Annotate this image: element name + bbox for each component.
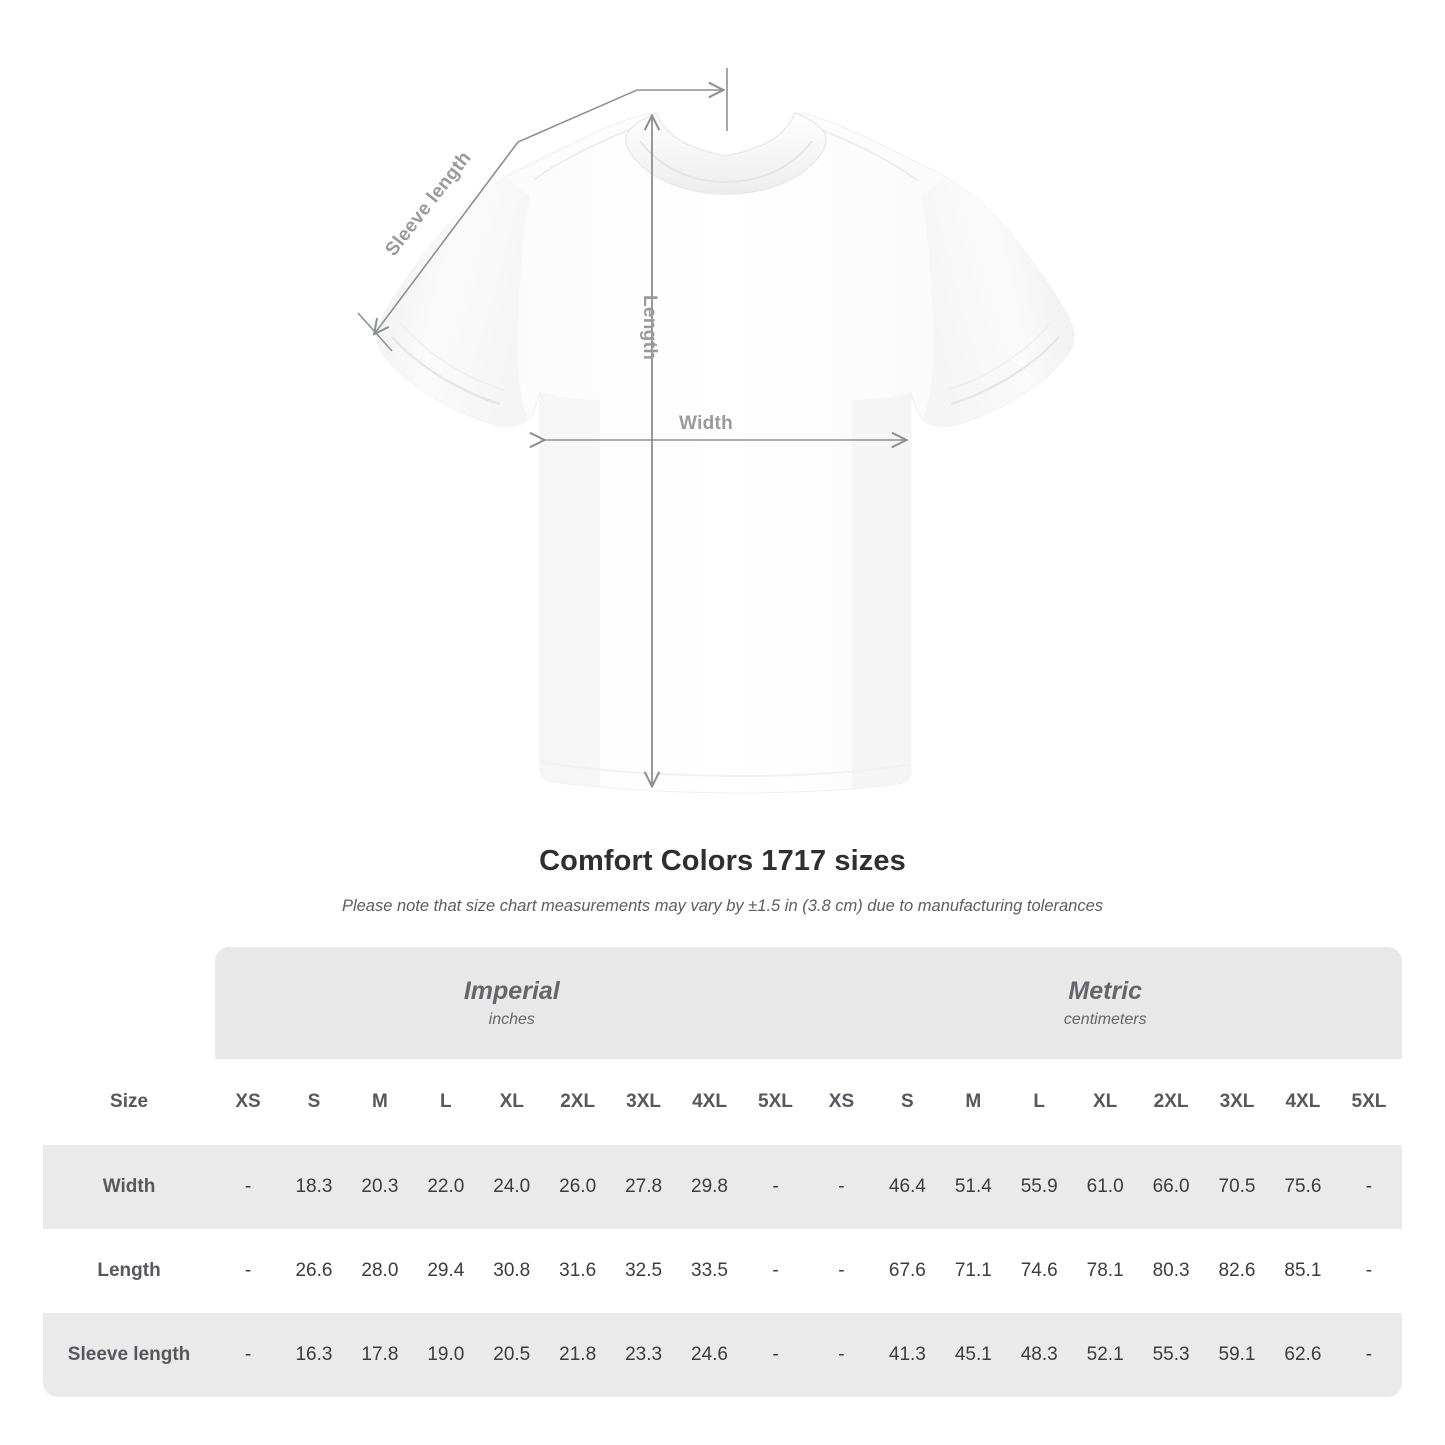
- measurement-cell: 46.4: [874, 1145, 941, 1229]
- unit-name: Metric: [1068, 976, 1143, 1005]
- size-header-cell: S: [874, 1059, 941, 1145]
- row-label: Sleeve length: [43, 1313, 216, 1397]
- measurement-cell: 62.6: [1269, 1313, 1336, 1397]
- measurement-cell: 29.4: [412, 1229, 479, 1313]
- measurement-cell: 17.8: [346, 1313, 413, 1397]
- measurement-cell: 85.1: [1269, 1229, 1336, 1313]
- measurement-cell: 26.6: [281, 1229, 347, 1313]
- table-row: Width -18.3 20.3 22.0 24.0 26.0 27.8 29.8- -46.4…: [43, 1145, 1402, 1229]
- size-header-cell: 3XL: [610, 1059, 677, 1145]
- measurement-cell: -: [215, 1229, 282, 1313]
- measurement-cell: 30.8: [478, 1229, 545, 1313]
- size-header-cell: 2XL: [1138, 1059, 1205, 1145]
- measurement-cell: 59.1: [1204, 1313, 1270, 1397]
- size-header-cell: L: [412, 1059, 479, 1145]
- measurement-cell: 80.3: [1138, 1229, 1205, 1313]
- measurement-cell: 32.5: [610, 1229, 677, 1313]
- measurement-cell: -: [215, 1313, 282, 1397]
- measurement-cell: 28.0: [346, 1229, 413, 1313]
- measurement-cell: -: [1335, 1313, 1402, 1397]
- measurement-cell: -: [742, 1313, 809, 1397]
- size-header-cell: 5XL: [742, 1059, 809, 1145]
- size-header-cell: 2XL: [544, 1059, 611, 1145]
- measurement-cell: 27.8: [610, 1145, 677, 1229]
- measurement-cell: 61.0: [1072, 1145, 1139, 1229]
- measurement-cell: -: [742, 1229, 809, 1313]
- tshirt-shape: [376, 112, 1075, 794]
- size-header-cell: XS: [215, 1059, 282, 1145]
- row-label: Width: [43, 1145, 216, 1229]
- measurement-cell: 29.8: [676, 1145, 743, 1229]
- measurement-cell: 18.3: [281, 1145, 347, 1229]
- size-column-header: Size: [43, 1059, 216, 1145]
- measurement-cell: 52.1: [1072, 1313, 1139, 1397]
- size-header-cell: XS: [808, 1059, 875, 1145]
- measurement-cell: 75.6: [1269, 1145, 1336, 1229]
- unit-name: Imperial: [463, 976, 560, 1005]
- tolerance-note: Please note that size chart measurements…: [341, 897, 1104, 915]
- size-header-cell: XL: [478, 1059, 545, 1145]
- size-header-cell: 3XL: [1204, 1059, 1270, 1145]
- length-annotation-label: Length: [639, 295, 660, 361]
- measurement-cell: 48.3: [1006, 1313, 1073, 1397]
- page-title: Comfort Colors 1717 sizes: [539, 845, 906, 877]
- measurement-cell: 78.1: [1072, 1229, 1139, 1313]
- size-header-cell: M: [940, 1059, 1007, 1145]
- unit-subtitle: centimeters: [1063, 1011, 1147, 1029]
- measurement-cell: 66.0: [1138, 1145, 1205, 1229]
- table-row: Sleeve length -16.3 17.8 19.0 20.5 21.8 23.3 24…: [43, 1313, 1402, 1397]
- measurement-cell: 55.9: [1006, 1145, 1073, 1229]
- unit-subtitle: inches: [488, 1011, 535, 1029]
- measurement-cell: -: [808, 1145, 875, 1229]
- measurement-cell: 45.1: [940, 1313, 1007, 1397]
- measurement-cell: 33.5: [676, 1229, 743, 1313]
- measurement-cell: 31.6: [544, 1229, 611, 1313]
- measurement-cell: 67.6: [874, 1229, 941, 1313]
- unit-header-row: Imperial inches Metric centimeters: [43, 947, 1402, 1059]
- measurement-cell: 71.1: [940, 1229, 1007, 1313]
- title-block: Comfort Colors 1717 sizes Please note th…: [0, 845, 1445, 916]
- measurement-cell: 26.0: [544, 1145, 611, 1229]
- measurement-cell: -: [215, 1145, 282, 1229]
- measurement-cell: 21.8: [544, 1313, 611, 1397]
- unit-header-metric: Metric centimeters: [808, 947, 1402, 1059]
- measurement-cell: -: [808, 1313, 875, 1397]
- measurement-cell: 24.6: [676, 1313, 743, 1397]
- measurement-cell: -: [1335, 1145, 1402, 1229]
- size-header-cell: XL: [1072, 1059, 1139, 1145]
- width-annotation-label: Width: [679, 413, 734, 434]
- size-chart-table: Imperial inches Metric centimeters Size XS S M L…: [43, 947, 1402, 1397]
- measurement-cell: 19.0: [412, 1313, 479, 1397]
- table-row: Length -26.6 28.0 29.4 30.8 31.6 32.5 33.5- -67.…: [43, 1229, 1402, 1313]
- unit-header-spacer: [43, 947, 216, 1059]
- size-header-cell: 4XL: [1269, 1059, 1336, 1145]
- measurement-cell: 23.3: [610, 1313, 677, 1397]
- measurement-cell: 20.5: [478, 1313, 545, 1397]
- size-header-cell: S: [281, 1059, 347, 1145]
- measurement-cell: 51.4: [940, 1145, 1007, 1229]
- tshirt-diagram: [357, 68, 1075, 794]
- measurement-cell: 24.0: [478, 1145, 545, 1229]
- measurement-cell: 41.3: [874, 1313, 941, 1397]
- measurement-cell: 20.3: [346, 1145, 413, 1229]
- measurement-cell: 55.3: [1138, 1313, 1205, 1397]
- size-header-row: Size XS S M L XL 2XL 3XL 4XL 5XL XS S M L XL 2XL 3XL 4XL 5…: [43, 1059, 1402, 1145]
- tshirt-illustration: Sleeve length Length Width: [357, 68, 1075, 794]
- size-header-cell: 4XL: [676, 1059, 743, 1145]
- size-header-cell: L: [1006, 1059, 1073, 1145]
- measurement-cell: 22.0: [412, 1145, 479, 1229]
- measurement-cell: -: [1335, 1229, 1402, 1313]
- size-header-cell: 5XL: [1335, 1059, 1402, 1145]
- row-label: Length: [43, 1229, 216, 1313]
- measurement-cell: 82.6: [1204, 1229, 1270, 1313]
- measurement-lines: [357, 68, 905, 785]
- measurement-cell: -: [742, 1145, 809, 1229]
- measurement-cell: 16.3: [281, 1313, 347, 1397]
- measurement-cell: -: [808, 1229, 875, 1313]
- measurement-cell: 70.5: [1204, 1145, 1270, 1229]
- measurement-cell: 74.6: [1006, 1229, 1073, 1313]
- unit-header-imperial: Imperial inches: [215, 947, 809, 1059]
- size-chart-table-wrap: Imperial inches Metric centimeters Size XS S M L…: [43, 947, 1402, 1397]
- size-header-cell: M: [346, 1059, 413, 1145]
